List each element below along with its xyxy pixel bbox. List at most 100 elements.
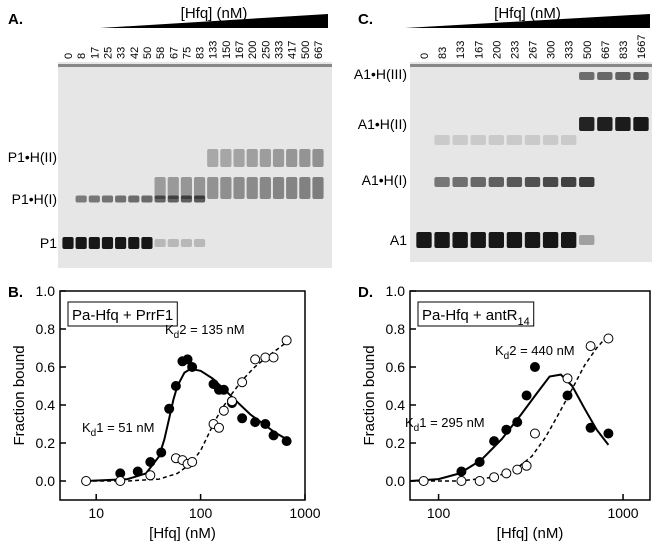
- gel-band: [542, 232, 559, 248]
- gel-band: [488, 232, 505, 248]
- gel-band: [615, 117, 631, 131]
- lane-label: 0: [419, 53, 431, 59]
- bound-point-open: [474, 476, 485, 486]
- gel-band: [506, 232, 523, 248]
- lane-label: 300: [546, 41, 558, 59]
- gel-band: [101, 195, 114, 203]
- gel-band: [579, 72, 595, 80]
- lane-label: 150: [221, 41, 233, 59]
- lane-label: 33: [116, 47, 128, 59]
- y-axis-label: Fraction bound: [361, 345, 378, 445]
- bound-point-open: [115, 476, 126, 486]
- y-tick-label: 1.0: [386, 283, 406, 299]
- y-tick-label: 0.4: [36, 397, 56, 413]
- gel-band: [416, 232, 432, 248]
- gel-band: [470, 135, 486, 145]
- gel-well-line: [410, 64, 652, 67]
- gel-band: [62, 237, 74, 249]
- y-tick-label: 0.2: [36, 435, 56, 451]
- gel-band: [220, 177, 232, 199]
- gel-band: [524, 135, 541, 145]
- kd-annotation-main: K: [405, 415, 414, 430]
- gel-band: [246, 177, 258, 199]
- gel-band: [597, 117, 613, 131]
- concentration-wedge: [100, 14, 328, 28]
- x-tick-label: 1000: [289, 505, 320, 521]
- gel-band: [193, 177, 206, 199]
- kd-annotation: Kd2 = 440 nM: [495, 343, 575, 362]
- bound-point-open: [521, 460, 532, 471]
- lane-label: 250: [260, 41, 272, 59]
- bound-point-filled: [164, 403, 175, 414]
- gel-band: [299, 177, 311, 199]
- lane-label: 8: [76, 53, 88, 59]
- gel-band: [128, 195, 140, 203]
- gel-band: [272, 177, 285, 199]
- lane-label: 267: [528, 41, 540, 59]
- kd-annotation: Kd1 = 51 nM: [82, 420, 154, 439]
- gel-band: [286, 177, 298, 199]
- kd-annotation-rest: 1 = 295 nM: [419, 415, 484, 430]
- panel-label: D.: [358, 284, 373, 301]
- lane-label: 667: [313, 41, 325, 59]
- gel-band: [524, 177, 541, 187]
- legend-box-text: Pa-Hfq + antR: [422, 307, 518, 324]
- plot-frame: [59, 290, 306, 501]
- y-tick-label: 0.6: [36, 359, 56, 375]
- bound-point-open: [213, 422, 224, 433]
- gel-band: [470, 177, 486, 187]
- y-tick-label: 0.0: [36, 473, 56, 489]
- gel-band: [506, 177, 523, 187]
- lane-label: 833: [618, 41, 630, 59]
- lane-label: 83: [437, 47, 449, 59]
- gel-band: [506, 135, 523, 145]
- legend-box-text: Pa-Hfq + PrrF1: [72, 307, 173, 324]
- panel-label: C.: [358, 11, 373, 28]
- gel-band: [180, 239, 193, 247]
- bound-point-open: [603, 333, 614, 344]
- gel-band: [633, 72, 649, 80]
- gel-band: [452, 232, 468, 248]
- bound-point-filled: [132, 466, 143, 477]
- bound-point-open: [281, 335, 292, 346]
- gel-band: [434, 232, 450, 248]
- gel-band: [220, 149, 232, 167]
- lane-label: 1667: [636, 35, 648, 59]
- gel-band: [470, 232, 486, 248]
- bound-point-open: [418, 476, 429, 486]
- kd-annotation: Kd2 = 135 nM: [165, 322, 245, 341]
- kd-annotation-rest: 2 = 135 nM: [179, 322, 244, 337]
- gel-band: [180, 177, 193, 199]
- lane-label: 167: [234, 41, 246, 59]
- bound-point-open: [585, 341, 596, 352]
- gel-band: [579, 235, 595, 245]
- gel-band: [299, 149, 311, 167]
- bound-point-filled: [585, 422, 596, 433]
- lane-label: 500: [582, 41, 594, 59]
- lane-label: 42: [129, 47, 141, 59]
- bound-point-open: [512, 464, 523, 475]
- gel-band: [167, 239, 179, 247]
- bound-point-open: [218, 405, 229, 416]
- gel-band: [542, 177, 559, 187]
- kd-annotation: Kd1 = 295 nM: [405, 415, 485, 434]
- band-label: P1: [40, 235, 57, 251]
- gel-band: [180, 195, 193, 203]
- gel-band: [259, 177, 271, 199]
- bound-point-open: [562, 373, 573, 384]
- gel-band: [488, 177, 505, 187]
- lane-label: 25: [102, 47, 114, 59]
- gel-band: [272, 149, 285, 167]
- concentration-wedge: [405, 14, 650, 28]
- bound-point-open: [456, 476, 467, 486]
- y-tick-label: 1.0: [36, 283, 56, 299]
- gel-band: [115, 237, 127, 249]
- gel-band: [246, 149, 258, 167]
- gel-band: [75, 195, 87, 203]
- lane-label: 500: [300, 41, 312, 59]
- lane-label: 333: [274, 41, 286, 59]
- gel-band: [560, 135, 577, 145]
- gel-band: [233, 177, 245, 199]
- gel-band: [452, 135, 468, 145]
- x-tick-label: 1000: [607, 505, 638, 521]
